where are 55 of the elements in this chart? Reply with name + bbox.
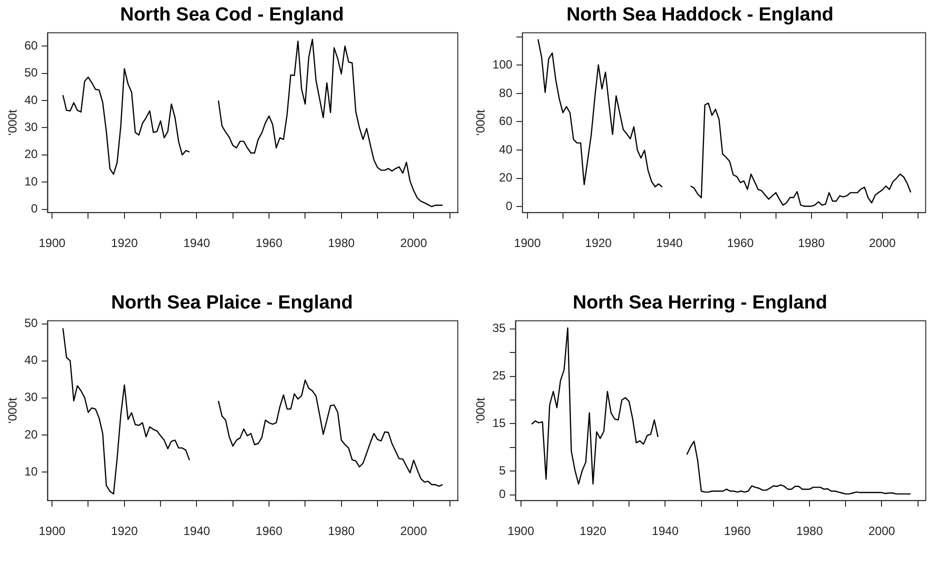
x-tick-label: 1980 <box>798 236 825 250</box>
x-tick-label: 2000 <box>868 524 896 538</box>
x-tick-label: 1900 <box>507 524 534 538</box>
y-tick-label: 10 <box>24 174 38 188</box>
chart-title: North Sea Haddock - England <box>566 4 834 26</box>
x-tick-label: 1940 <box>656 236 684 250</box>
x-tick-label: 1940 <box>652 524 679 538</box>
y-tick-label: 30 <box>24 390 38 404</box>
y-tick-label: 50 <box>24 66 38 80</box>
x-tick-label: 2000 <box>400 236 428 250</box>
x-tick-label: 1980 <box>328 236 356 250</box>
y-axis-title: ‘000t <box>474 397 488 424</box>
y-tick-label: 15 <box>492 416 506 430</box>
y-tick-label: 10 <box>24 464 38 478</box>
x-tick-label: 1960 <box>726 236 754 250</box>
x-tick-label: 1960 <box>256 524 283 538</box>
y-tick-label: 0 <box>31 202 38 216</box>
y-tick-label: 40 <box>499 142 513 156</box>
x-tick-label: 1920 <box>111 236 138 250</box>
x-tick-label: 1920 <box>580 524 607 538</box>
y-tick-label: 40 <box>24 92 38 107</box>
x-tick-label: 1920 <box>111 524 138 538</box>
y-axis-title: ‘000t <box>6 397 20 424</box>
chart-title: North Sea Plaice - England <box>111 292 353 314</box>
x-tick-label: 1940 <box>183 236 210 250</box>
x-tick-label: 2000 <box>400 524 428 538</box>
y-axis-title: ‘000t <box>474 109 488 136</box>
y-tick-label: 80 <box>499 86 513 100</box>
y-tick-label: 5 <box>499 464 506 478</box>
y-tick-label: 20 <box>24 147 38 162</box>
y-tick-label: 0 <box>499 487 506 502</box>
x-tick-label: 1980 <box>796 524 824 538</box>
y-tick-label: 40 <box>24 353 38 368</box>
x-tick-label: 2000 <box>868 236 896 250</box>
y-tick-label: 35 <box>492 321 506 336</box>
y-tick-label: 30 <box>24 120 38 134</box>
x-tick-label: 1920 <box>585 236 612 250</box>
x-tick-label: 1960 <box>724 524 752 538</box>
y-axis-title: ‘000t <box>6 109 20 136</box>
x-tick-label: 1900 <box>38 236 66 250</box>
y-tick-label: 60 <box>499 114 513 128</box>
y-tick-label: 20 <box>499 170 513 185</box>
y-tick-label: 60 <box>24 38 38 52</box>
y-tick-label: 0 <box>506 198 513 213</box>
x-tick-label: 1960 <box>256 236 283 250</box>
x-tick-label: 1900 <box>38 524 66 538</box>
y-tick-label: 20 <box>24 427 38 442</box>
y-tick-label: 50 <box>24 316 38 330</box>
x-tick-label: 1940 <box>183 524 210 538</box>
y-tick-label: 25 <box>492 368 506 383</box>
chart-title: North Sea Cod - England <box>120 4 344 26</box>
x-tick-label: 1980 <box>328 524 356 538</box>
chart-title: North Sea Herring - England <box>572 292 828 314</box>
x-tick-label: 1900 <box>514 236 542 250</box>
y-tick-label: 100 <box>492 57 513 72</box>
